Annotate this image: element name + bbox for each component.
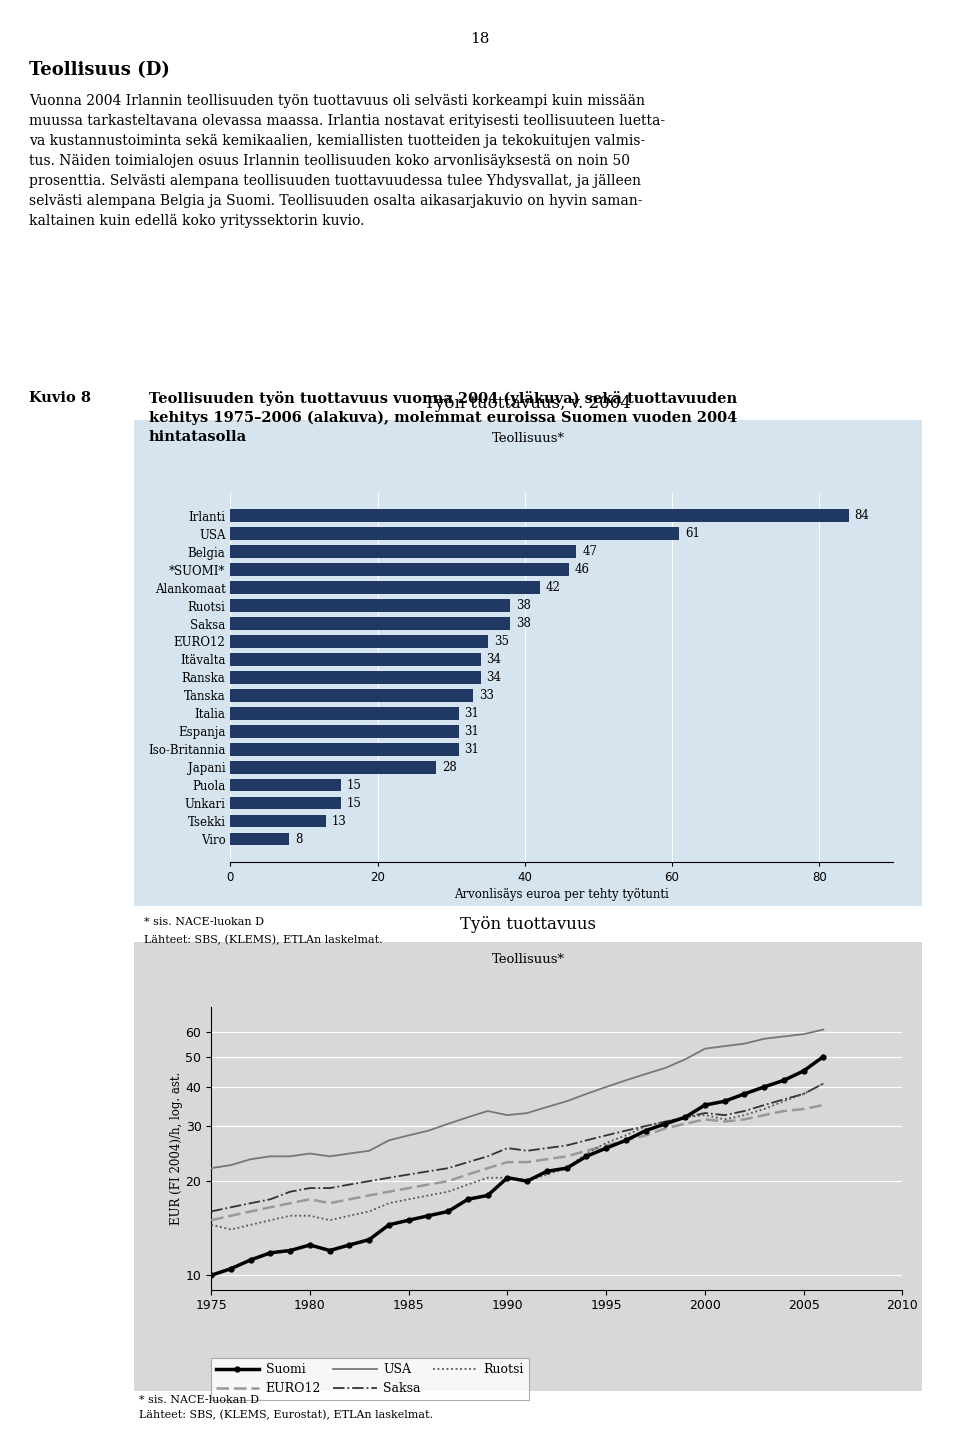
Text: 42: 42 (545, 581, 561, 594)
Text: Työn tuottavuus, v. 2004: Työn tuottavuus, v. 2004 (424, 394, 632, 412)
Bar (230, 510, 849, 522)
Text: Työn tuottavuus: Työn tuottavuus (460, 916, 596, 933)
Text: 13: 13 (332, 814, 347, 827)
Bar (230, 527, 680, 540)
Bar (230, 581, 540, 594)
Bar (230, 814, 326, 827)
Bar (230, 761, 437, 774)
Text: 47: 47 (582, 545, 597, 558)
Text: 35: 35 (493, 635, 509, 648)
Bar (230, 797, 341, 810)
Text: Vuonna 2004 Irlannin teollisuuden työn tuottavuus oli selvästi korkeampi kuin mi: Vuonna 2004 Irlannin teollisuuden työn t… (29, 94, 665, 229)
Bar (230, 671, 481, 684)
Text: Lähteet: SBS, (KLEMS, Eurostat), ETLAn laskelmat.: Lähteet: SBS, (KLEMS, Eurostat), ETLAn l… (139, 1410, 433, 1420)
Text: 18: 18 (470, 32, 490, 46)
Bar (230, 600, 510, 611)
Text: 31: 31 (465, 707, 479, 720)
Text: 15: 15 (347, 797, 362, 810)
Bar (230, 653, 481, 665)
Bar (230, 780, 341, 791)
Text: 34: 34 (487, 653, 501, 667)
Text: 28: 28 (443, 761, 457, 774)
Text: 33: 33 (479, 688, 494, 701)
Text: 8: 8 (295, 833, 302, 846)
Text: * sis. NACE-luokan D: * sis. NACE-luokan D (139, 1395, 259, 1406)
Text: Teollisuus (D): Teollisuus (D) (29, 61, 170, 78)
Bar (230, 690, 473, 701)
Text: 38: 38 (516, 598, 531, 611)
Bar (230, 564, 569, 575)
Text: 31: 31 (465, 724, 479, 738)
Bar (230, 545, 576, 558)
Text: 61: 61 (685, 527, 700, 540)
X-axis label: Arvonlisäys euroa per tehty työtunti: Arvonlisäys euroa per tehty työtunti (454, 888, 669, 901)
Bar (230, 617, 510, 630)
Y-axis label: EUR (FI 2004)/h, log. ast.: EUR (FI 2004)/h, log. ast. (170, 1072, 182, 1224)
Text: 34: 34 (487, 671, 501, 684)
Text: Teollisuus*: Teollisuus* (492, 432, 564, 445)
Text: 38: 38 (516, 617, 531, 630)
Text: Kuvio 8: Kuvio 8 (29, 391, 91, 406)
Text: Lähteet: SBS, (KLEMS), ETLAn laskelmat.: Lähteet: SBS, (KLEMS), ETLAn laskelmat. (144, 935, 383, 945)
Text: 84: 84 (854, 509, 870, 522)
Bar (230, 707, 459, 720)
Legend: Suomi, EURO12, USA, Saksa, Ruotsi: Suomi, EURO12, USA, Saksa, Ruotsi (210, 1358, 529, 1400)
Bar (230, 833, 289, 845)
Bar (230, 635, 488, 648)
Text: * sis. NACE-luokan D: * sis. NACE-luokan D (144, 917, 264, 927)
Bar (230, 724, 459, 738)
Bar (230, 743, 459, 755)
Text: 46: 46 (575, 564, 589, 577)
Text: Teollisuuden työn tuottavuus vuonna 2004 (yläkuva) sekä tuottavuuden
kehitys 197: Teollisuuden työn tuottavuus vuonna 2004… (149, 391, 737, 443)
Text: 15: 15 (347, 778, 362, 791)
Text: Teollisuus*: Teollisuus* (492, 953, 564, 966)
Text: 31: 31 (465, 743, 479, 756)
